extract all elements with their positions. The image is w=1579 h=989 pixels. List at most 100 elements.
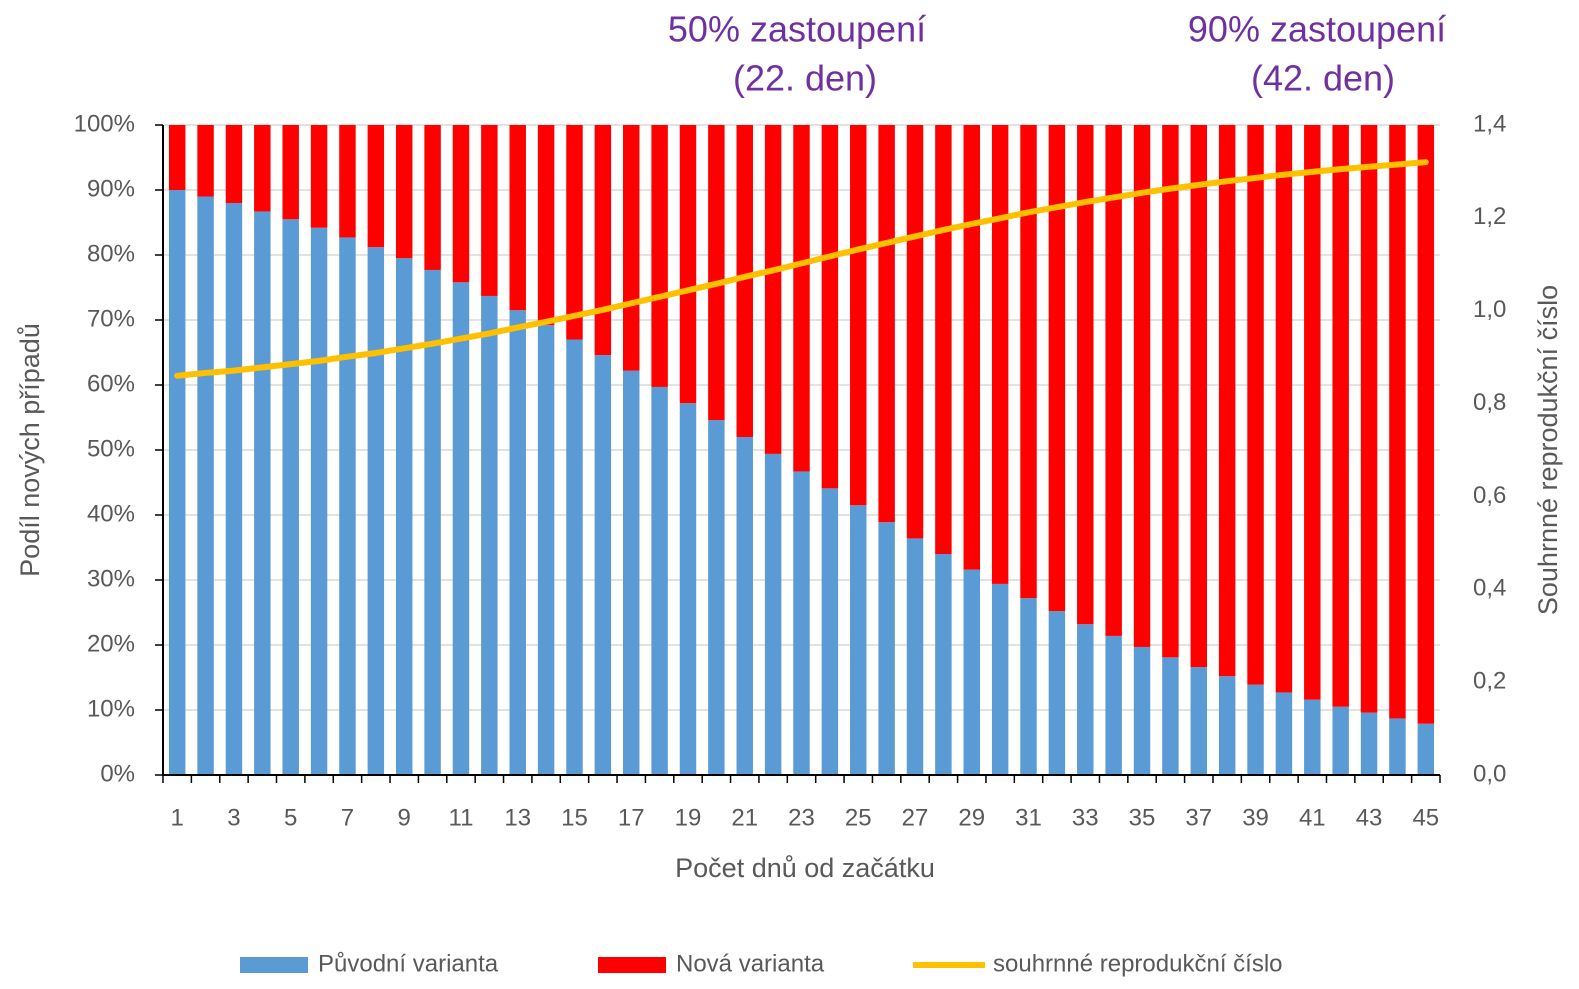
bar [1190, 667, 1208, 775]
bar [935, 125, 952, 554]
bar [1275, 125, 1293, 693]
bar [1332, 125, 1349, 707]
bar [339, 237, 356, 775]
x-axis-title: Počet dnů od začátku [675, 853, 935, 883]
x-tick-label: 41 [1299, 804, 1326, 831]
bar [1304, 699, 1321, 775]
bar [821, 125, 839, 489]
bar [708, 125, 725, 421]
bar [1105, 635, 1122, 775]
line [174, 159, 1429, 379]
x-tick-label: 19 [675, 804, 702, 831]
bar [1133, 125, 1151, 647]
bar [452, 125, 470, 283]
bar [537, 325, 555, 775]
bar [736, 437, 753, 775]
bar [1133, 646, 1151, 775]
bar [878, 125, 895, 523]
bar [339, 125, 356, 238]
x-tick-label: 9 [398, 804, 411, 831]
bar [566, 125, 583, 340]
bar [594, 355, 612, 775]
bar [935, 554, 952, 775]
bar [679, 403, 697, 775]
bar [509, 310, 526, 775]
y-tick-label: 50% [87, 435, 135, 462]
x-tick-label: 45 [1412, 804, 1439, 831]
y2-tick-label: 0,4 [1473, 575, 1506, 602]
x-tick-label: 13 [504, 804, 531, 831]
bar [566, 339, 583, 775]
bar [424, 269, 441, 775]
y2-tick-label: 0,0 [1473, 760, 1506, 787]
bar [878, 522, 895, 775]
y-tick-label: 60% [87, 370, 135, 397]
bar [1275, 692, 1293, 775]
bar [793, 125, 810, 472]
y2-tick-label: 0,6 [1473, 482, 1506, 509]
y-tick-label: 40% [87, 500, 135, 527]
bar [1247, 125, 1264, 685]
x-tick-label: 39 [1242, 804, 1269, 831]
bar [1020, 125, 1037, 599]
bar [906, 538, 924, 775]
bar [906, 125, 924, 539]
y2-tick-label: 1,4 [1473, 110, 1506, 137]
legend-swatch [598, 957, 666, 973]
bar [225, 203, 243, 775]
bar [1389, 718, 1406, 775]
bar [254, 125, 271, 212]
bar [1162, 125, 1179, 658]
bar [736, 125, 753, 437]
bar [764, 125, 782, 454]
legend-swatch [240, 957, 308, 973]
y-tick-label: 0% [100, 760, 135, 787]
bar [1360, 125, 1378, 713]
bar [197, 196, 214, 775]
bar [282, 125, 299, 220]
bar [168, 190, 186, 775]
bar [367, 247, 385, 775]
bar [1077, 624, 1094, 775]
annotation: 90% zastoupení [1188, 9, 1446, 50]
bar [225, 125, 243, 203]
bar [991, 583, 1009, 775]
bar [1218, 125, 1236, 677]
x-tick-label: 5 [284, 804, 297, 831]
bar [1247, 684, 1264, 775]
y2-tick-label: 1,2 [1473, 203, 1506, 230]
y-tick-label: 10% [87, 695, 135, 722]
x-tick-label: 11 [449, 804, 474, 831]
bar [168, 125, 186, 190]
bar [623, 370, 640, 775]
x-tick-label: 43 [1356, 804, 1383, 831]
bar [1077, 125, 1094, 625]
bar [1020, 598, 1037, 775]
bar [679, 125, 697, 404]
x-tick-label: 29 [958, 804, 985, 831]
y-axis-title: Podíl nových případů [15, 323, 45, 577]
bar [310, 125, 328, 228]
bar [481, 125, 498, 296]
annotation: 50% zastoupení [668, 9, 926, 50]
bar [1190, 125, 1208, 668]
legend-label: Nová varianta [676, 950, 825, 977]
x-tick-label: 27 [902, 804, 929, 831]
bar [1218, 676, 1236, 775]
x-tick-label: 23 [788, 804, 815, 831]
bar [1389, 125, 1406, 719]
x-tick-label: 3 [227, 804, 240, 831]
bar [254, 211, 271, 775]
bar [850, 125, 867, 506]
x-tick-label: 25 [845, 804, 872, 831]
bar [395, 125, 413, 259]
bar [1417, 125, 1435, 724]
x-tick-label: 21 [731, 804, 758, 831]
bar [1304, 125, 1321, 700]
annotation: (22. den) [733, 58, 877, 99]
y-tick-label: 30% [87, 565, 135, 592]
legend-label: souhrnné reprodukční číslo [993, 950, 1283, 977]
bar [708, 420, 725, 775]
bar [1417, 723, 1435, 775]
annotation: (42. den) [1251, 58, 1395, 99]
